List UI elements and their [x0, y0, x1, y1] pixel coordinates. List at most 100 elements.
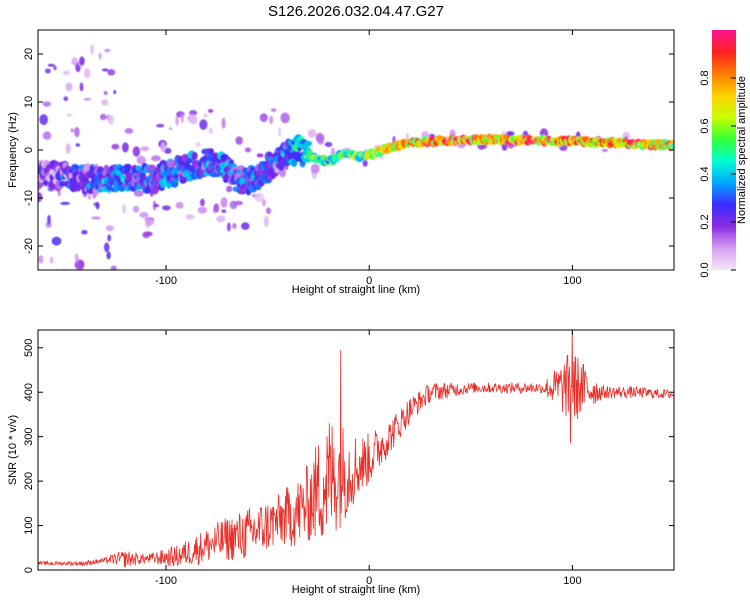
spectrogram-cell	[110, 287, 120, 291]
spectrogram-cell	[64, 296, 68, 303]
spectrogram-ytick-label: 0	[23, 147, 35, 153]
spectrogram-cell	[107, 114, 115, 125]
spectrogram-cell	[140, 146, 150, 152]
snr-ticks: -100 0 100 0 100 200 300 400 500	[23, 330, 674, 587]
spectrogram-cell	[207, 108, 214, 113]
spectrogram-cell	[199, 198, 205, 207]
spectrogram-cell	[87, 193, 92, 200]
spectrogram-cell	[241, 222, 250, 230]
spectrogram-cell	[46, 280, 51, 285]
spectrogram-cell	[38, 191, 43, 203]
spectrogram-cell	[132, 205, 140, 213]
spectrogram-cell	[601, 148, 609, 153]
spectrogram-cell	[175, 201, 184, 209]
colorbar-tick-label: 0.2	[699, 214, 711, 229]
spectrogram-cell	[71, 57, 78, 66]
spectrogram-cell	[189, 110, 198, 116]
spectrogram-cell	[83, 305, 90, 311]
snr-panel: -100 0 100 0 100 200 300 400 500 Height of strai…	[7, 329, 675, 596]
spectrogram-cell	[102, 299, 106, 304]
snr-frame	[37, 329, 675, 571]
spectrogram-ridge-cell	[304, 140, 313, 147]
spectrogram-frame	[37, 29, 675, 271]
spectrogram-cell	[278, 127, 282, 137]
spectrogram-cell	[101, 68, 109, 72]
spectrogram-cell	[83, 97, 92, 101]
spectrogram-ytick-label: -20	[23, 238, 35, 254]
spectrogram-cell	[233, 200, 244, 206]
spectrogram-cell	[49, 256, 54, 264]
spectrogram-cell	[265, 207, 272, 215]
snr-ytick-label: 200	[23, 472, 35, 490]
spectrogram-cell	[74, 253, 79, 263]
spectrogram-cell	[185, 214, 195, 220]
spectrogram-cell	[405, 133, 409, 140]
spectrogram-cell	[51, 301, 60, 311]
spectrogram-cell	[60, 298, 66, 304]
spectrogram-cell	[106, 251, 111, 260]
spectrogram-cell	[189, 117, 198, 125]
spectrogram-cell	[122, 142, 129, 153]
spectrogram-cell	[310, 163, 320, 174]
spectrogram-cell	[142, 231, 150, 239]
spectrogram-cell	[63, 96, 69, 101]
spectrogram-xtick-label: -100	[155, 275, 177, 287]
colorbar-scale	[712, 30, 736, 270]
spectrogram-cell	[38, 254, 44, 264]
spectrogram-cell	[150, 155, 161, 162]
snr-ytick-label: 400	[23, 383, 35, 401]
spectrogram-cell	[105, 225, 115, 232]
spectrogram-cell	[133, 190, 144, 197]
spectrogram-cell	[71, 305, 79, 308]
spectrogram-cell	[91, 216, 101, 220]
spectrogram-cell	[153, 204, 160, 208]
spectrogram-cell	[90, 283, 96, 292]
spectrogram-ytick-label: 20	[23, 48, 35, 60]
spectrogram-cell	[195, 141, 201, 147]
spectrogram-ridge-cell	[118, 184, 126, 192]
spectrogram-xtick-label: 0	[366, 275, 372, 287]
spectrogram-ridge-cell	[154, 167, 161, 173]
spectrogram-cell	[51, 236, 62, 246]
spectrogram-cell	[42, 101, 51, 107]
spectrogram-cell	[90, 44, 94, 55]
spectrogram-cell	[104, 48, 111, 53]
spectrogram-cell	[81, 229, 88, 235]
colorbar: 0.0 0.2 0.4 0.6 0.8 Normalized spectral ampl…	[699, 30, 748, 278]
spectrogram-cell	[83, 68, 91, 79]
colorbar-label: Normalized spectral amplitude	[736, 76, 748, 224]
colorbar-ticks: 0.0 0.2 0.4 0.6 0.8	[699, 70, 736, 278]
snr-xtick-label: -100	[155, 575, 177, 587]
spectrogram-cell	[132, 146, 141, 157]
spectrogram-cell	[124, 127, 134, 134]
spectrogram-cell	[79, 56, 85, 66]
spectrogram-cell	[88, 288, 95, 299]
spectrogram-ytick-label: 10	[23, 96, 35, 108]
spectrogram-cell	[362, 159, 368, 167]
spectrogram-cell	[113, 90, 117, 95]
snr-ytick-label: 100	[23, 516, 35, 534]
spectrogram-cell	[111, 143, 120, 150]
spectrogram-cell	[42, 131, 52, 140]
spectrogram-cell	[107, 69, 116, 76]
spectrogram-cell	[60, 201, 70, 205]
spectrogram-cell	[220, 197, 228, 208]
spectrogram-cell	[139, 212, 149, 218]
spectrogram-cell	[98, 52, 102, 60]
spectrogram-cell	[208, 127, 213, 135]
spectrogram-cell	[262, 199, 266, 207]
spectrogram-cell	[65, 82, 73, 92]
spectrogram-cell	[232, 223, 237, 229]
spectrogram-cell	[54, 274, 64, 280]
spectrogram-cell	[263, 216, 269, 227]
spectrogram-cell	[259, 113, 268, 122]
spectrogram-cell	[244, 147, 252, 153]
snr-xtick-label: 0	[366, 575, 372, 587]
spectrogram-cell	[285, 165, 289, 171]
spectrogram-cell	[216, 215, 226, 223]
spectrogram-cell	[256, 153, 264, 158]
snr-xlabel: Height of straight line (km)	[292, 584, 420, 596]
